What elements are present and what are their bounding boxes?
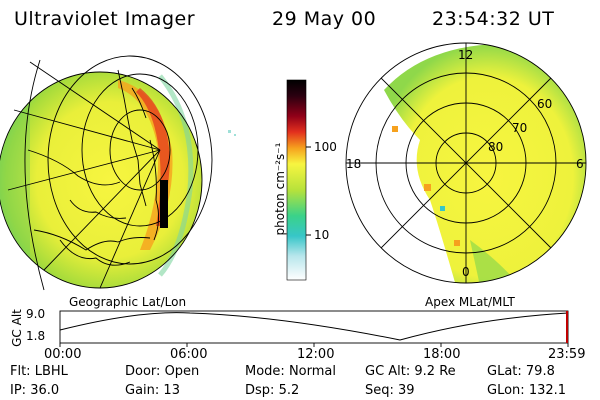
altitude-ytick-1-8: 1.8 (26, 329, 46, 343)
time-tick-2359: 23:59 (548, 347, 586, 362)
status-dsp: Dsp: 5.2 (245, 383, 300, 398)
right-panel-caption: Apex MLat/MLT (425, 295, 515, 309)
status-door: Door: Open (125, 364, 200, 379)
status-seq: Seq: 39 (365, 383, 415, 398)
colorbar-tick-10: 10 (314, 228, 330, 242)
mlt-label-6: 6 (576, 157, 584, 171)
status-gc-alt: GC Alt: 9.2 Re (365, 364, 456, 379)
left-panel-caption: Geographic Lat/Lon (69, 295, 187, 309)
time-tick-1200: 12:00 (297, 347, 335, 362)
mlt-label-12: 12 (458, 48, 474, 62)
time-tick-1800: 18:00 (423, 347, 461, 362)
apex-polar-image (345, 42, 587, 284)
mlt-label-18: 18 (346, 157, 362, 171)
status-glat: GLat: 79.8 (487, 364, 555, 379)
altitude-ytick-9: 9.0 (26, 307, 46, 321)
altitude-axis-label: GC Alt (10, 309, 24, 347)
altitude-curve (59, 312, 569, 341)
status-glon: GLon: 132.1 (487, 383, 567, 398)
mlt-label-0: 0 (462, 265, 470, 279)
color-bar (286, 79, 311, 281)
time-label: 23:54:32 UT (432, 8, 555, 30)
status-ip: IP: 36.0 (10, 383, 60, 398)
mlat-label-70: 70 (512, 121, 528, 135)
altitude-plot (59, 310, 569, 347)
time-tick-0000: 00:00 (44, 347, 82, 362)
geographic-image (0, 55, 236, 291)
colorbar-tick-100: 100 (314, 140, 337, 154)
date-label: 29 May 00 (272, 8, 377, 30)
status-mode: Mode: Normal (245, 364, 336, 379)
instrument-title: Ultraviolet Imager (14, 8, 196, 30)
mlat-label-80: 80 (488, 140, 504, 154)
mlat-label-60: 60 (537, 97, 553, 111)
status-gain: Gain: 13 (125, 383, 180, 398)
time-tick-0600: 06:00 (170, 347, 208, 362)
status-filter: Flt: LBHL (10, 364, 68, 379)
colorbar-unit-label: photon cm⁻²s⁻¹ (273, 142, 287, 236)
